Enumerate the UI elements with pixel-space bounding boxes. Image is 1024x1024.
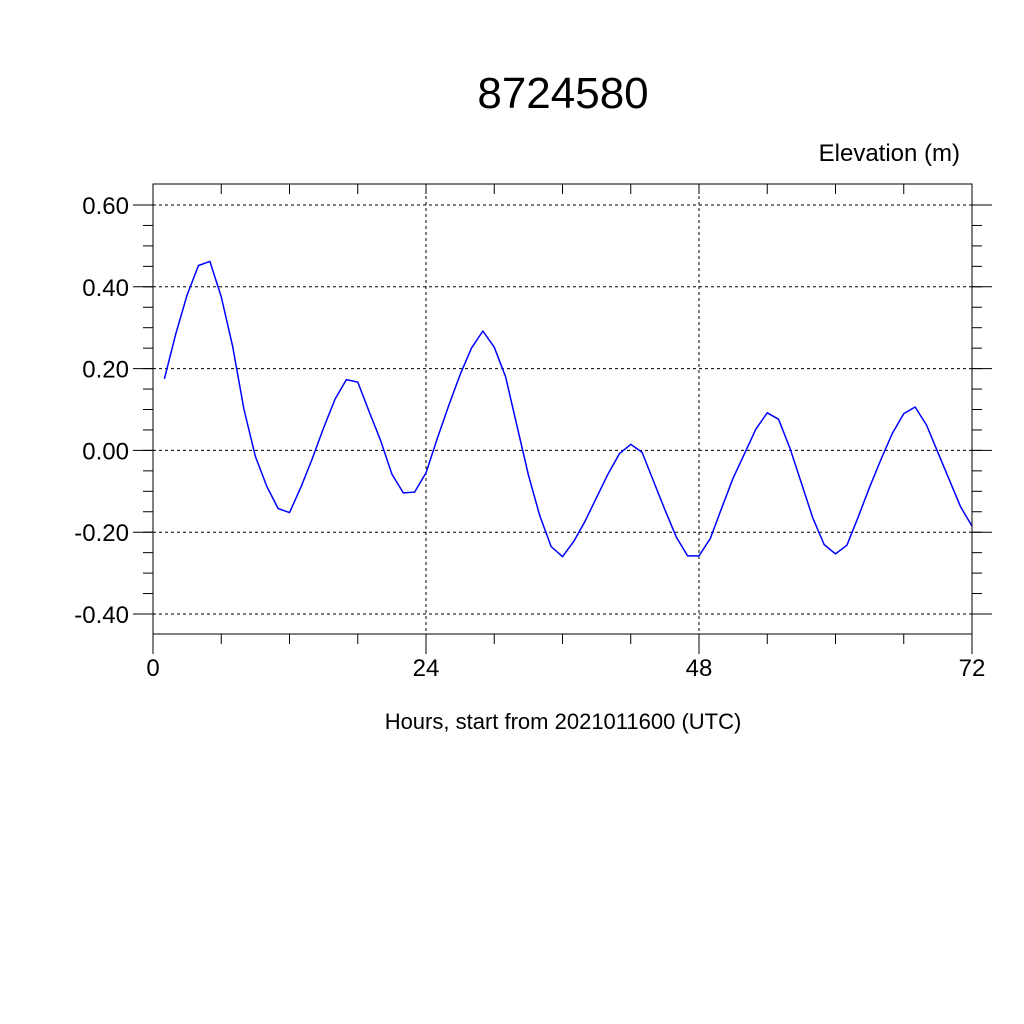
y-tick-label: 0.60 bbox=[82, 193, 129, 220]
x-tick-label: 24 bbox=[413, 655, 440, 682]
y-tick-label: 0.00 bbox=[82, 438, 129, 465]
grid-lines bbox=[152, 184, 973, 634]
y-axis-label: Elevation (m) bbox=[819, 140, 960, 167]
x-tick-label: 72 bbox=[959, 655, 986, 682]
x-tick-label: 0 bbox=[146, 655, 159, 682]
y-tick-label: 0.40 bbox=[82, 275, 129, 302]
plot-area bbox=[163, 260, 973, 558]
y-tick-label: -0.40 bbox=[74, 602, 129, 629]
series-line bbox=[163, 260, 973, 558]
chart-title: 8724580 bbox=[477, 69, 648, 118]
y-tick-label: 0.20 bbox=[82, 357, 129, 384]
tick-labels: -0.40 -0.20 0.00 0.20 0.40 0.60 0 24 48 72 bbox=[74, 193, 985, 682]
x-tick-label: 48 bbox=[686, 655, 713, 682]
plot-frame bbox=[152, 183, 973, 635]
axis-ticks bbox=[133, 184, 992, 654]
y-tick-label: -0.20 bbox=[74, 520, 129, 547]
x-axis-label: Hours, start from 2021011600 (UTC) bbox=[385, 709, 742, 734]
